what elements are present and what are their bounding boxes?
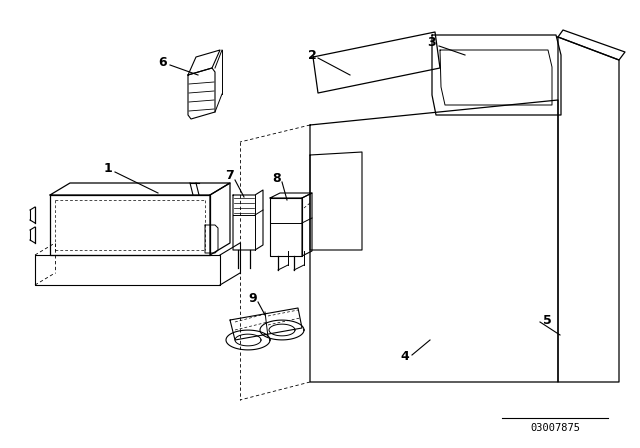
Text: 2: 2 [308,48,316,61]
Text: 4: 4 [401,350,410,363]
Text: 8: 8 [273,172,282,185]
Text: 6: 6 [159,56,167,69]
Text: 9: 9 [249,292,257,305]
Text: 7: 7 [226,168,234,181]
Text: 5: 5 [543,314,552,327]
Text: 1: 1 [104,161,113,175]
Text: 3: 3 [428,35,436,48]
Text: 03007875: 03007875 [530,423,580,433]
